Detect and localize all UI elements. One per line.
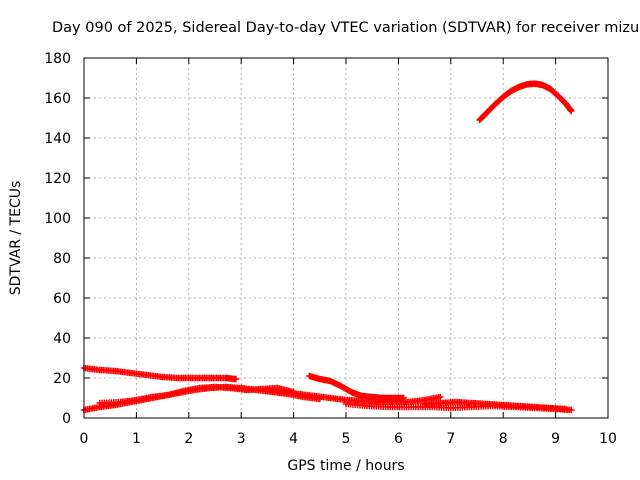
x-tick-label: 7: [446, 431, 455, 447]
series-arc-high: [476, 80, 575, 124]
y-axis-label: SDTVAR / TECUs: [8, 181, 24, 296]
y-tick-label: 60: [53, 291, 71, 307]
data-point: [232, 375, 240, 383]
data-point: [562, 405, 570, 413]
x-ticks: 0 1 2 3 4 5 6 7 8 9 10: [80, 58, 617, 447]
series-arc-left-mid: [96, 383, 297, 407]
y-tick-label: 140: [44, 131, 71, 147]
data-marks: [80, 80, 575, 414]
plot-frame: [83, 57, 609, 419]
x-axis-label: GPS time / hours: [287, 458, 404, 474]
y-ticks: 0 20 40 60 80 100 120 140 160 180: [44, 51, 608, 427]
y-tick-label: 100: [44, 211, 71, 227]
y-tick-label: 40: [53, 331, 71, 347]
series-arc-right-mid: [421, 398, 570, 413]
x-tick-label: 3: [237, 431, 246, 447]
data-point: [437, 393, 444, 401]
y-tick-label: 160: [44, 91, 71, 107]
x-tick-label: 9: [551, 431, 560, 447]
data-point: [568, 406, 575, 414]
y-tick-label: 80: [53, 251, 71, 267]
y-tick-label: 20: [53, 371, 71, 387]
chart-title: Day 090 of 2025, Sidereal Day-to-day VTE…: [52, 20, 639, 36]
x-tick-label: 5: [342, 431, 351, 447]
gridlines: [84, 58, 608, 418]
y-tick-label: 0: [62, 411, 71, 427]
x-tick-label: 8: [499, 431, 508, 447]
x-tick-label: 4: [289, 431, 298, 447]
x-tick-label: 2: [184, 431, 193, 447]
x-tick-label: 10: [599, 431, 617, 447]
x-tick-label: 1: [132, 431, 141, 447]
y-tick-label: 180: [44, 51, 71, 67]
x-tick-label: 0: [80, 431, 89, 447]
y-tick-label: 120: [44, 171, 71, 187]
data-point: [568, 107, 575, 115]
series-arc-upper-left: [80, 364, 240, 383]
x-tick-label: 6: [394, 431, 403, 447]
